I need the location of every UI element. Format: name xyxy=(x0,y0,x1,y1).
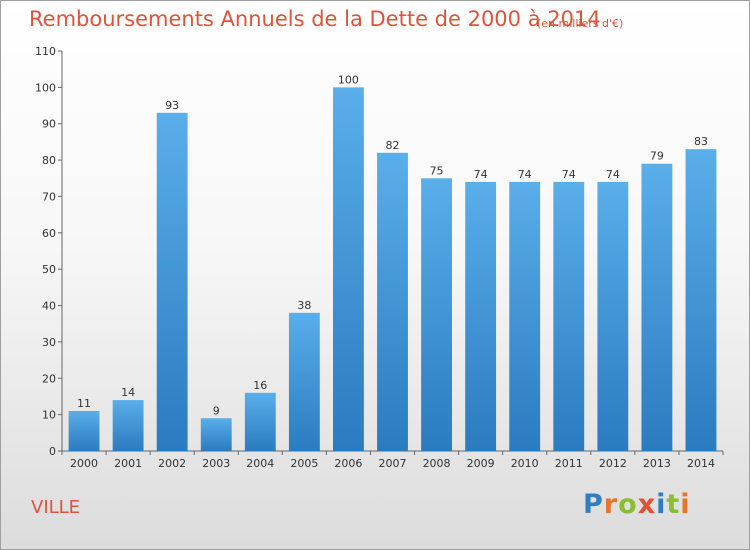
x-tick-label: 2004 xyxy=(246,457,274,470)
logo-letter: o xyxy=(618,489,638,520)
y-tick-label: 30 xyxy=(42,336,56,349)
x-tick-label: 2012 xyxy=(599,457,627,470)
data-label: 11 xyxy=(77,397,91,410)
bar xyxy=(288,312,320,451)
y-tick-label: 50 xyxy=(42,263,56,276)
bar xyxy=(333,87,364,451)
proxiti-logo[interactable]: Proxiti xyxy=(583,489,691,520)
logo-letter: P xyxy=(583,489,604,520)
data-label: 93 xyxy=(165,99,179,112)
bars xyxy=(68,87,717,452)
data-label: 16 xyxy=(253,379,267,392)
data-label: 100 xyxy=(338,73,359,86)
bar xyxy=(421,178,452,452)
y-tick-label: 80 xyxy=(42,154,56,167)
data-labels: 11 14 93 9 16 38 100 82 75 74 74 74 74 79 83 xyxy=(77,73,708,417)
x-tick-label: 2013 xyxy=(643,457,671,470)
logo-letter: t xyxy=(666,489,681,520)
chart-subtitle: (en milliers d'€) xyxy=(537,17,624,30)
data-label: 9 xyxy=(213,404,220,417)
axes: 0 10 20 30 40 50 60 70 80 90 100 110 2000 2001 2002 200… xyxy=(35,45,724,470)
bar xyxy=(641,163,673,451)
x-tick-label: 2007 xyxy=(379,457,407,470)
bar xyxy=(685,149,717,451)
x-tick-label: 2011 xyxy=(555,457,583,470)
x-tick-label: 2005 xyxy=(290,457,318,470)
x-tick-label: 2014 xyxy=(687,457,715,470)
y-tick-label: 60 xyxy=(42,227,56,240)
x-tick-label: 2010 xyxy=(511,457,539,470)
y-tick-label: 0 xyxy=(49,445,56,458)
x-tick-label: 2003 xyxy=(202,457,230,470)
bar xyxy=(465,181,497,451)
data-label: 83 xyxy=(694,135,708,148)
bar xyxy=(200,418,232,451)
x-tick-label: 2006 xyxy=(334,457,362,470)
x-tick-label: 2002 xyxy=(158,457,186,470)
y-tick-label: 70 xyxy=(42,190,56,203)
bar xyxy=(597,181,629,451)
data-label: 79 xyxy=(650,150,664,163)
y-tick-label: 110 xyxy=(35,45,56,58)
x-tick-label: 2000 xyxy=(70,457,98,470)
place-name: VILLE xyxy=(31,497,81,518)
data-label: 14 xyxy=(121,386,135,399)
logo-letter: r xyxy=(603,489,619,520)
chart-title: Remboursements Annuels de la Dette de 20… xyxy=(29,7,601,31)
bar xyxy=(509,181,541,451)
y-tick-label: 20 xyxy=(42,372,56,385)
data-label: 74 xyxy=(518,168,532,181)
y-tick-label: 100 xyxy=(35,81,56,94)
data-label: 38 xyxy=(297,299,311,312)
logo-letter: i xyxy=(656,489,667,520)
bar xyxy=(68,411,100,451)
x-tick-label: 2009 xyxy=(467,457,495,470)
x-tick-label: 2008 xyxy=(423,457,451,470)
data-label: 74 xyxy=(562,168,576,181)
data-label: 74 xyxy=(474,168,488,181)
bar xyxy=(112,400,144,451)
y-tick-label: 90 xyxy=(42,118,56,131)
logo-letter: i xyxy=(680,489,691,520)
bar xyxy=(553,181,585,451)
y-tick-label: 40 xyxy=(42,300,56,313)
bar xyxy=(377,152,408,451)
bar xyxy=(244,392,276,451)
logo-letter: x xyxy=(637,489,657,520)
bar-chart: 0 10 20 30 40 50 60 70 80 90 100 110 2000 2001 2002 200… xyxy=(35,45,724,470)
data-label: 82 xyxy=(386,139,400,152)
x-tick-label: 2001 xyxy=(114,457,142,470)
data-label: 74 xyxy=(606,168,620,181)
bar xyxy=(156,112,188,452)
data-label: 75 xyxy=(430,164,444,177)
y-tick-label: 10 xyxy=(42,409,56,422)
